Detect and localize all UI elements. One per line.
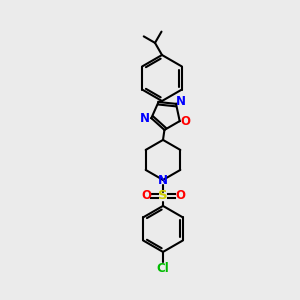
- Text: O: O: [181, 115, 191, 128]
- Text: O: O: [175, 189, 185, 203]
- Text: N: N: [140, 112, 150, 124]
- Text: O: O: [141, 189, 151, 203]
- Text: S: S: [158, 189, 168, 203]
- Text: N: N: [158, 174, 168, 188]
- Text: Cl: Cl: [157, 262, 169, 275]
- Text: N: N: [176, 95, 186, 108]
